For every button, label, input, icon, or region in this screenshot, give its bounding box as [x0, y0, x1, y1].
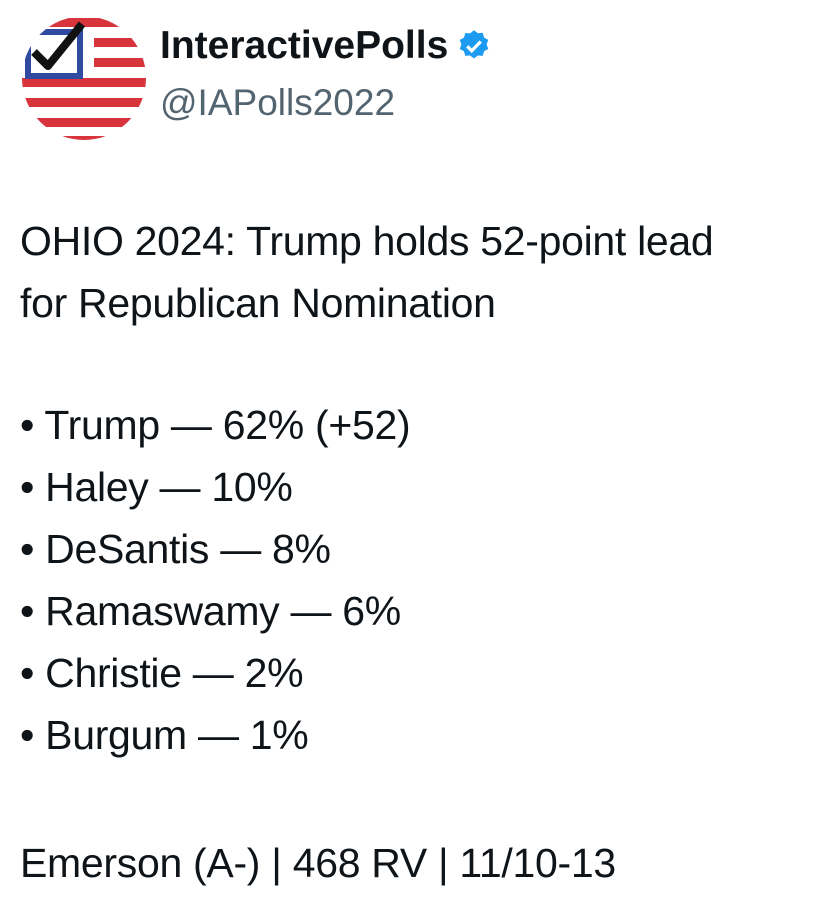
- bullet-line: • Ramaswamy — 6%: [20, 588, 401, 634]
- bullet-line: • Trump — 62% (+52): [20, 402, 411, 448]
- headline-line: for Republican Nomination: [20, 280, 496, 326]
- bullet-line: • Christie — 2%: [20, 650, 304, 696]
- footer-line: Emerson (A-) | 468 RV | 11/10-13: [20, 840, 616, 886]
- verified-badge: [460, 30, 489, 59]
- avatar[interactable]: [20, 14, 150, 144]
- bullet-line: • Burgum — 1%: [20, 712, 309, 758]
- bullet-line: • DeSantis — 8%: [20, 526, 331, 572]
- bullet-line: • Haley — 10%: [20, 464, 293, 510]
- author-name[interactable]: InteractivePolls: [160, 24, 492, 68]
- headline-line: OHIO 2024: Trump holds 52-point lead: [20, 218, 714, 264]
- author-name-text[interactable]: InteractivePolls: [160, 24, 449, 67]
- author-handle[interactable]: @IAPolls2022: [160, 82, 396, 123]
